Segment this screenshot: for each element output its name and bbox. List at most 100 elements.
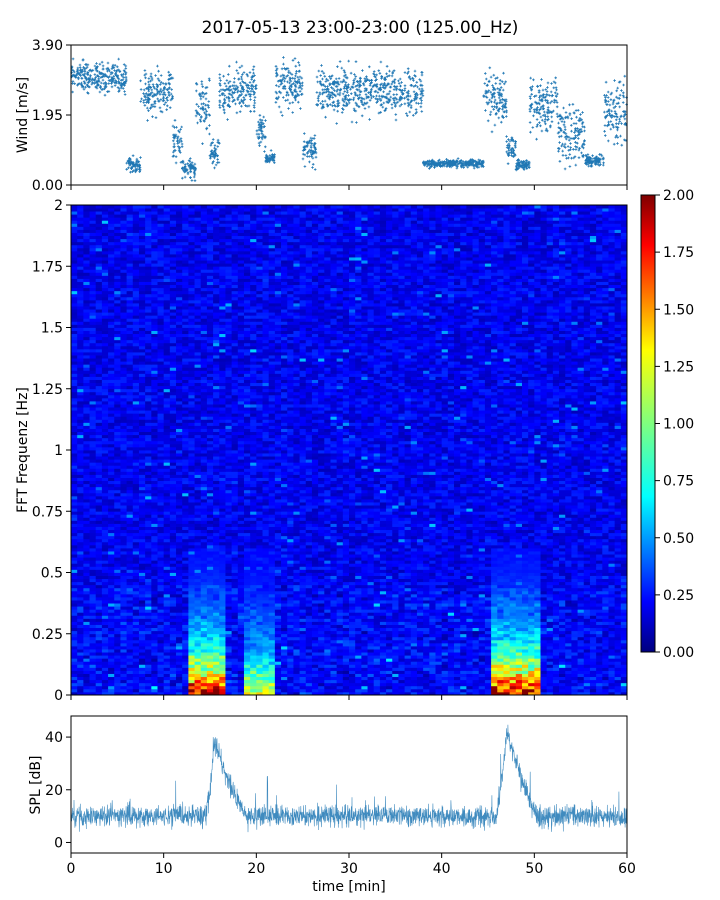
spectrogram-cell: [83, 639, 90, 644]
spectrogram-cell: [151, 581, 158, 586]
spectrogram-cell: [361, 633, 368, 638]
spectrogram-cell: [188, 679, 195, 684]
wind-points: [70, 56, 628, 182]
spectrogram-cell: [206, 691, 214, 696]
spectrogram-cell: [379, 572, 387, 576]
spectrogram-cell: [138, 646, 146, 650]
spectrogram-cell: [243, 557, 251, 561]
spectrogram-cell: [336, 569, 344, 573]
spectrogram-cell: [138, 621, 146, 625]
spectrogram-cell: [602, 649, 609, 653]
spectrogram-cell: [213, 655, 220, 659]
spectrogram-cell: [392, 584, 399, 589]
spectrogram-cell: [410, 535, 418, 540]
spectrogram-cell: [620, 544, 628, 549]
spectrogram-cell: [491, 581, 498, 586]
spectrogram-cell: [114, 670, 121, 674]
spectrogram-cell: [361, 639, 368, 644]
spectrogram-cell: [367, 612, 375, 616]
spectrogram-cell: [491, 661, 498, 665]
spectrogram-cell: [429, 569, 436, 573]
spectrogram-cell: [243, 575, 251, 580]
spectrogram-cell: [169, 557, 177, 561]
spectrogram-cell: [243, 606, 251, 610]
spectrogram-cell: [373, 682, 381, 687]
spectrogram-cell: [441, 538, 449, 543]
spectrogram-cell: [132, 688, 140, 693]
spectrogram-cell: [305, 679, 313, 684]
spectrogram-cell: [342, 624, 350, 629]
spectrogram-cell: [596, 664, 603, 668]
spectrogram-cell: [342, 581, 350, 586]
spectrogram-cell: [305, 667, 313, 671]
spectrogram-cell: [441, 652, 449, 656]
spectrogram-cell: [620, 621, 628, 625]
spectrogram-cell: [552, 679, 560, 684]
spectrogram-cell: [614, 526, 622, 531]
spectrogram-cell: [589, 688, 597, 693]
spectrogram-cell: [386, 676, 393, 681]
spectrogram-cell: [213, 523, 220, 527]
spectrogram-cell: [373, 584, 381, 589]
spectrogram-cell: [484, 670, 492, 674]
spectrogram-cell: [361, 544, 368, 549]
spectrogram-cell: [454, 572, 461, 576]
spectrogram-cell: [614, 593, 622, 598]
spectrogram-cell: [497, 667, 504, 671]
spectrogram-cell: [330, 646, 338, 650]
spectrogram-cell: [454, 621, 461, 625]
spectrogram-cell: [311, 584, 319, 589]
spectrogram-cell: [188, 572, 195, 576]
spectrogram-cell: [521, 639, 529, 644]
spectrogram-cell: [355, 688, 362, 693]
spectrogram-cell: [151, 685, 158, 690]
spectrogram-cell: [194, 593, 202, 598]
spectrogram-cell: [429, 584, 436, 589]
spectrogram-cell: [194, 642, 202, 647]
spectrogram-cell: [546, 538, 554, 543]
spectrogram-cell: [268, 652, 276, 656]
spectrogram-cell: [454, 541, 461, 546]
spectrogram-cell: [583, 603, 591, 607]
spectrogram-cell: [83, 560, 90, 564]
spectrogram-cell: [299, 630, 307, 635]
spectrogram-cell: [71, 544, 78, 549]
spectrogram-cell: [534, 633, 541, 638]
spectrogram-cell: [305, 541, 313, 546]
spectrogram-cell: [318, 627, 325, 632]
spectrogram-cell: [151, 532, 158, 537]
spectrogram-cell: [416, 649, 424, 653]
spectrogram-cell: [151, 615, 158, 619]
spectrogram-cell: [188, 544, 195, 549]
spectrogram-cell: [534, 676, 541, 681]
spectrogram-cell: [386, 560, 393, 564]
spectrogram-cell: [231, 639, 239, 644]
spectrogram-cell: [565, 572, 572, 576]
spectrogram-cell: [552, 600, 560, 604]
spectrogram-cell: [126, 572, 134, 576]
spectrogram-cell: [95, 679, 103, 684]
spectrogram-cell: [176, 529, 183, 534]
spectrogram-cell: [262, 593, 270, 598]
spectrogram-cell: [552, 664, 560, 668]
spectrogram-cell: [528, 615, 535, 619]
spectrogram-cell: [120, 587, 127, 592]
spectrogram-cell: [559, 609, 566, 613]
spectrogram-cell: [299, 661, 307, 665]
spectrogram-cell: [262, 532, 270, 537]
spectrogram-cell: [423, 566, 430, 570]
spectrogram-cell: [299, 618, 307, 622]
spectrogram-cell: [410, 621, 418, 625]
spectrogram-cell: [176, 523, 183, 527]
spectrogram-cell: [305, 600, 313, 604]
spectrogram-cell: [620, 655, 628, 659]
spectrogram-cell: [268, 691, 276, 696]
spectrogram-cell: [95, 560, 103, 564]
spectrogram-cell: [497, 593, 504, 598]
spectrogram-cell: [410, 569, 418, 573]
spectrogram-cell: [497, 603, 504, 607]
spectrogram-cell: [108, 575, 115, 580]
spectrogram-cell: [231, 557, 239, 561]
spectrogram-cell: [602, 691, 609, 696]
spectrogram-cell: [404, 682, 412, 687]
